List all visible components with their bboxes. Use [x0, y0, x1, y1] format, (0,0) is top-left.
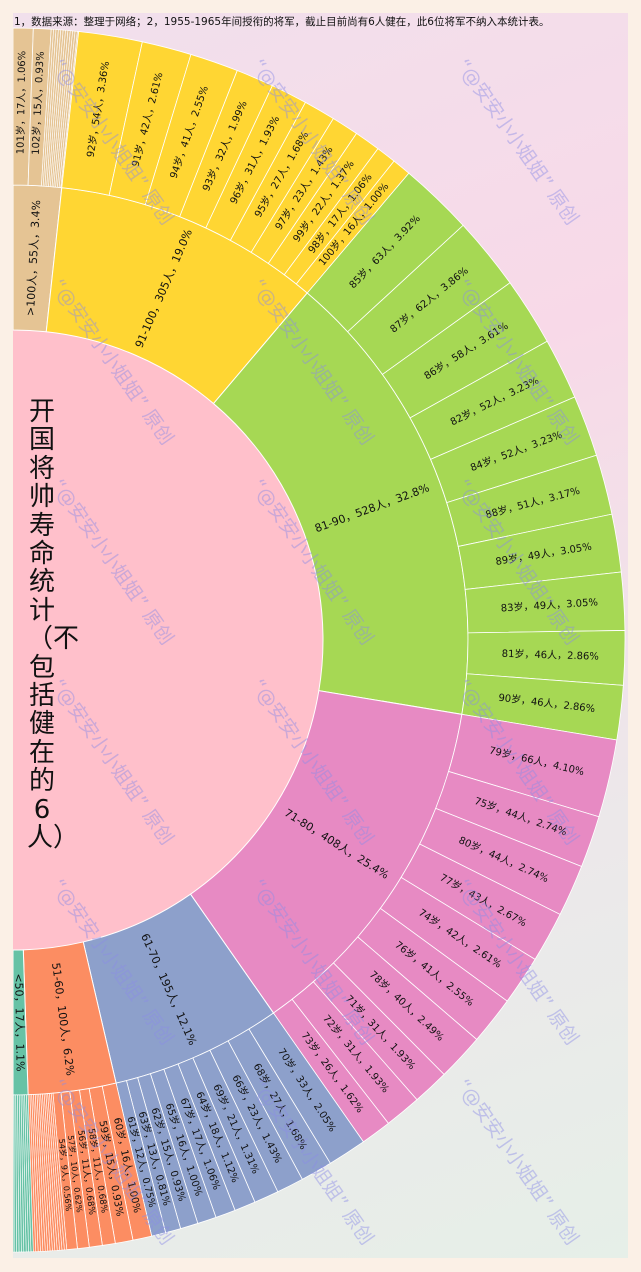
child-label: 101岁，17人，1.06% — [14, 51, 29, 155]
sunburst-chart: >100人，55人，3.4%101岁，17人，1.06% 102岁，15人，0.9… — [13, 27, 626, 1253]
chart-area: >100人，55人，3.4% 101岁，17人，1.06% 102岁，15人，0.9… — [13, 13, 628, 1258]
group-label: <50，17人，1.1% — [13, 973, 27, 1071]
group-label: >100人，55人，3.4% — [24, 200, 43, 317]
child-label: 81岁，46人，2.86% — [502, 647, 600, 663]
data-source-note: 1，数据来源：整理于网络；2，1955-1965年间授衔的将军，截止目前尚有6人… — [14, 16, 550, 28]
center-disc — [13, 330, 323, 950]
chart-title: 开国将帅寿命统计（不包括健在的6人） — [27, 397, 80, 854]
child-segment[interactable] — [13, 1094, 15, 1253]
